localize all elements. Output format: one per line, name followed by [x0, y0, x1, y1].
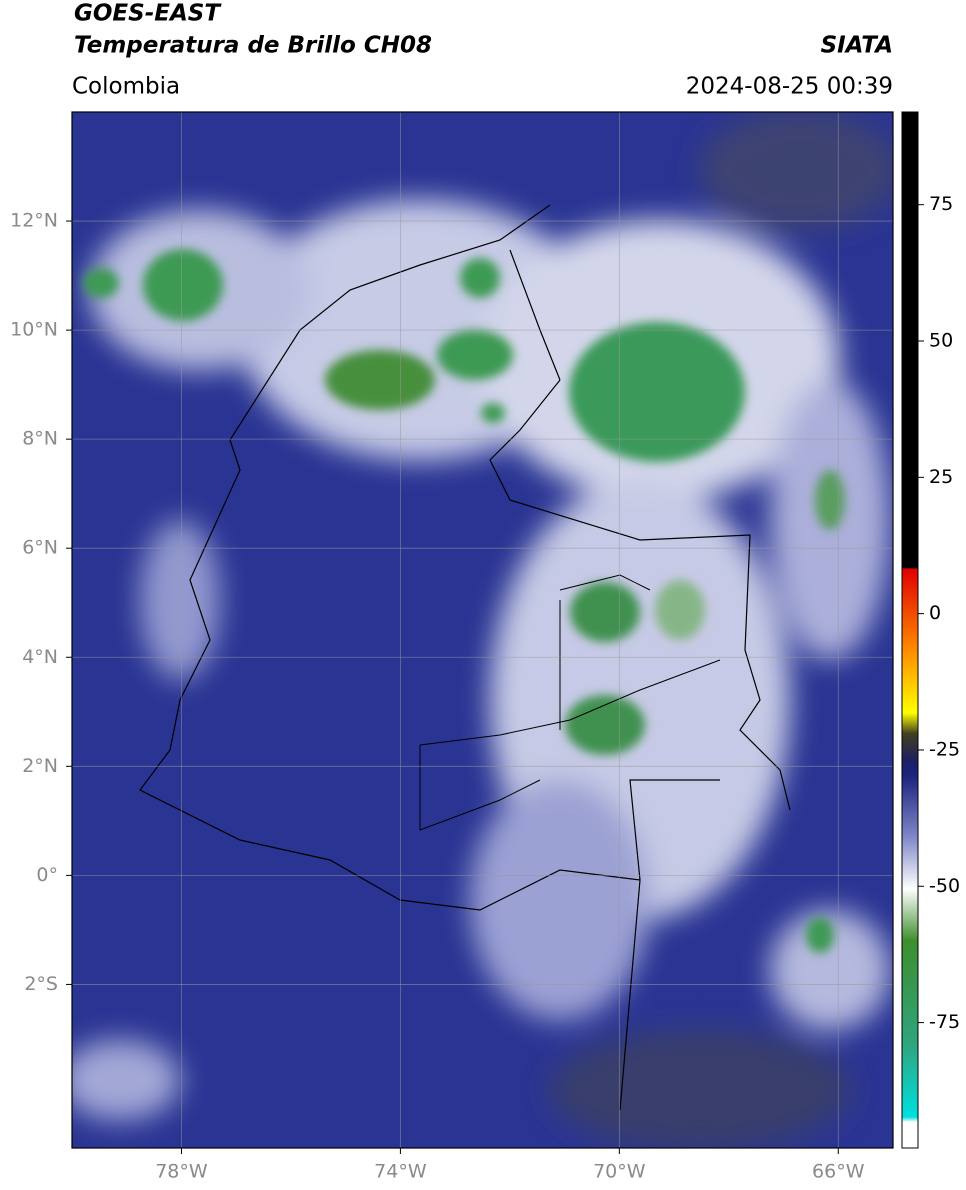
colorbar-tick-label: 0 [929, 602, 941, 624]
colorbar-tick-label: -25 [929, 738, 960, 760]
y-tick-label: 0° [36, 864, 58, 886]
y-tick-label: 2°N [22, 755, 58, 777]
region: Colombia [72, 74, 180, 100]
colorbar [901, 111, 919, 1149]
y-tick-label: 8°N [22, 428, 58, 450]
colorbar-tick-label: 50 [929, 330, 953, 352]
x-tick-label: 66°W [812, 1161, 865, 1183]
datetime: 2024-08-25 00:39 [686, 74, 893, 100]
source: SIATA [821, 33, 893, 59]
y-tick-label: 10°N [10, 319, 58, 341]
map-frame [71, 111, 894, 1149]
x-tick-label: 78°W [155, 1161, 208, 1183]
department-border [419, 574, 721, 831]
colorbar-tick-label: -50 [929, 875, 960, 897]
satellite-image [72, 112, 893, 1148]
y-tick-label: 4°N [22, 646, 58, 668]
title-line2: Temperatura de Brillo CH08 [74, 33, 432, 59]
colorbar-tick-label: 25 [929, 466, 953, 488]
y-tick-label: 6°N [22, 537, 58, 559]
y-tick-label: 12°N [10, 210, 58, 232]
y-tick-label: 2°S [24, 973, 58, 995]
x-tick-label: 70°W [593, 1161, 646, 1183]
x-tick-label: 74°W [374, 1161, 427, 1183]
colorbar-tick-label: 75 [929, 193, 953, 215]
colorbar-tick-label: -75 [929, 1011, 960, 1033]
title-line1: GOES-EAST [74, 1, 222, 27]
